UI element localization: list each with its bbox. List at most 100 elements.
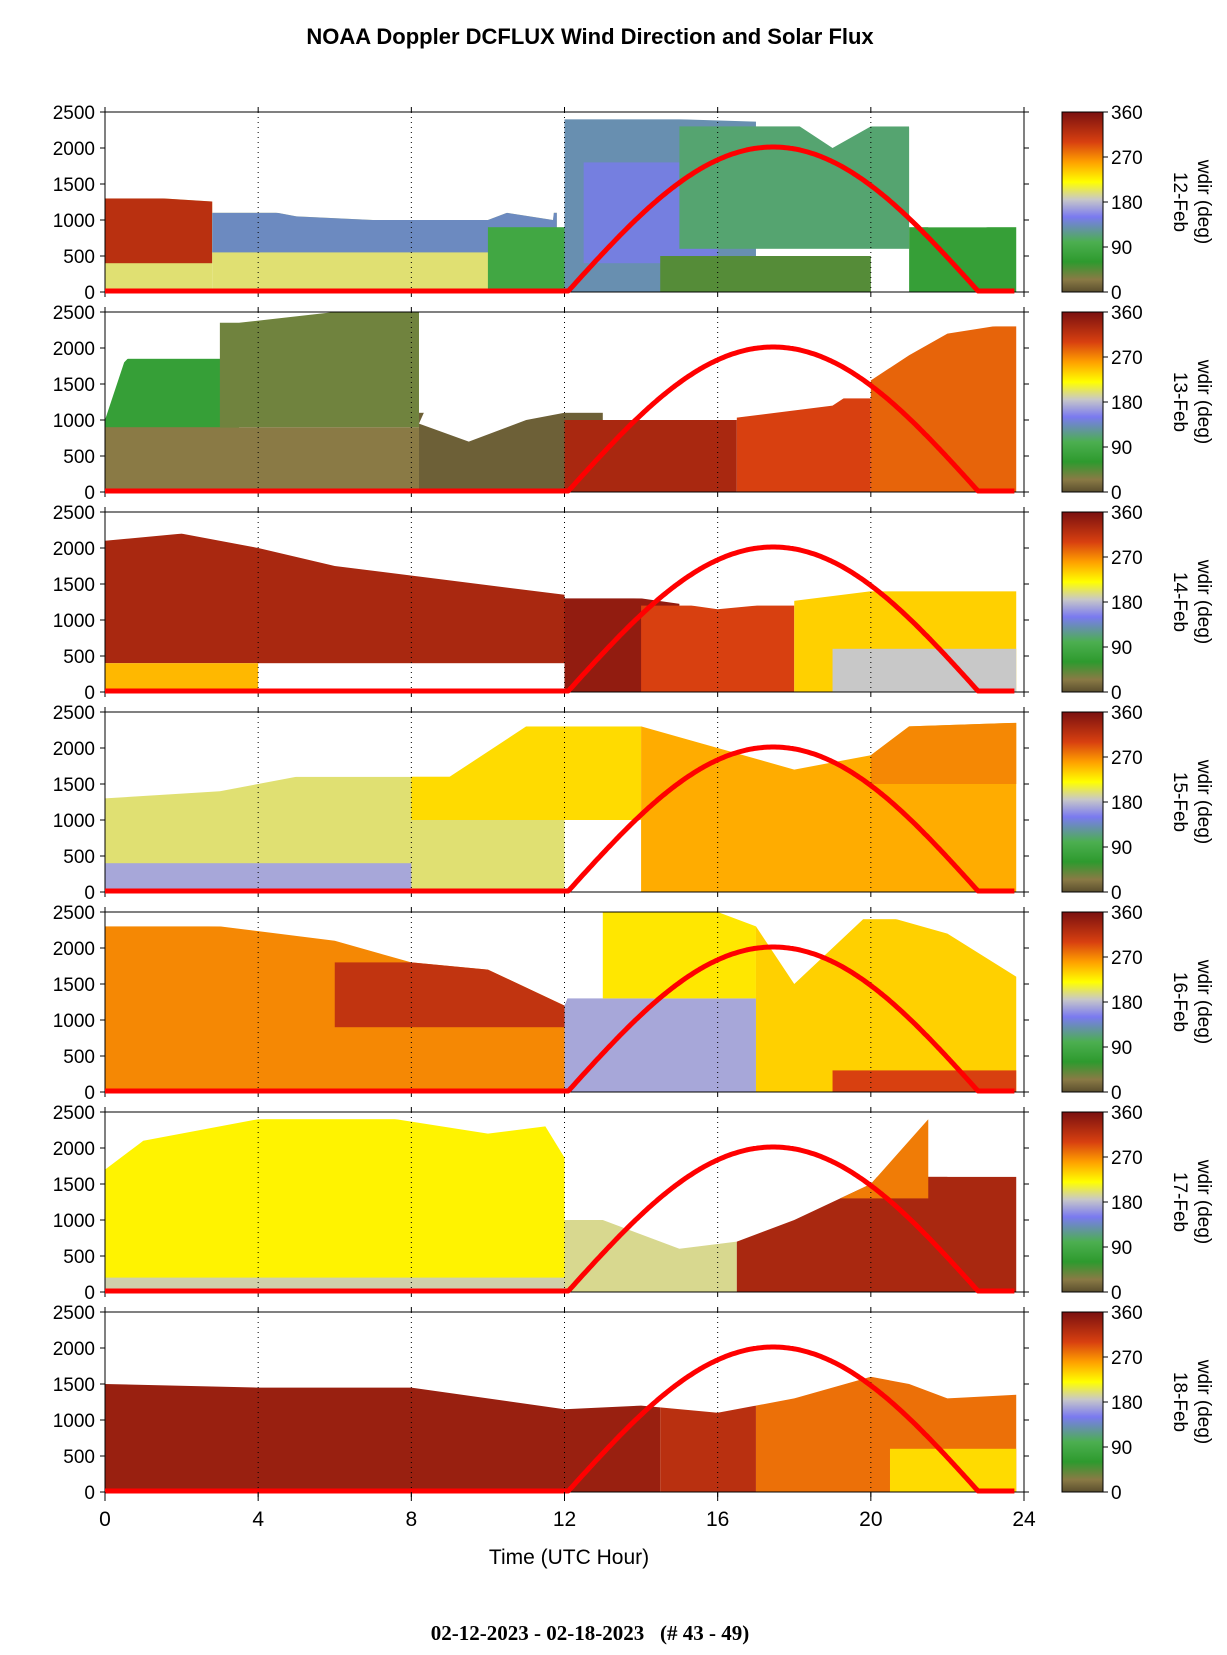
- colorbar-tick-label: 360: [1111, 703, 1143, 724]
- x-tick-label: 0: [99, 1508, 111, 1531]
- wdir-region: [641, 605, 795, 692]
- solar-flux-curve: [104, 944, 1015, 1094]
- y-tick-label: 2000: [53, 739, 95, 760]
- y-tick-label: 0: [84, 283, 95, 304]
- colorbar-tick-label: 180: [1111, 593, 1143, 614]
- wdir-region: [105, 1119, 565, 1292]
- chart-title: NOAA Doppler DCFLUX Wind Direction and S…: [306, 24, 874, 49]
- y-tick-label: 1000: [53, 1411, 95, 1432]
- colorbar-tick-label: 0: [1111, 483, 1122, 504]
- colorbar-tick-label: 270: [1111, 1148, 1143, 1169]
- colorbar-tick-label: 0: [1111, 283, 1122, 304]
- y-tick-label: 0: [84, 883, 95, 904]
- colorbar-label: wdir (deg): [1193, 359, 1214, 444]
- wdir-region: [219, 312, 419, 428]
- colorbar-tick-label: 0: [1111, 1083, 1122, 1104]
- y-tick-label: 2500: [53, 1303, 95, 1324]
- colorbar-label: wdir (deg): [1193, 1359, 1214, 1444]
- colorbar: [1061, 711, 1104, 893]
- y-tick-label: 0: [84, 1083, 95, 1104]
- y-tick-label: 1000: [53, 1011, 95, 1032]
- wdir-data: [105, 722, 1017, 892]
- y-tick-label: 0: [84, 1283, 95, 1304]
- y-tick-label: 500: [63, 1447, 95, 1468]
- panel-13-feb: 0 500 1000 1500 2000 2500 0 90 180 270 360 wdir (de…: [53, 303, 1214, 504]
- y-tick-label: 1500: [53, 575, 95, 596]
- colorbar-tick-label: 270: [1111, 548, 1143, 569]
- colorbar-tick-label: 360: [1111, 103, 1143, 124]
- x-tick-label: 12: [553, 1508, 576, 1531]
- colorbar: [1061, 311, 1104, 493]
- wdir-data: [105, 119, 1017, 292]
- y-tick-label: 2000: [53, 139, 95, 160]
- colorbar-tick-label: 90: [1111, 1238, 1132, 1259]
- wdir-region: [334, 962, 565, 1028]
- x-tick-label: 4: [252, 1508, 264, 1531]
- y-tick-label: 2500: [53, 903, 95, 924]
- wdir-data: [105, 312, 1017, 492]
- colorbar-tick-label: 360: [1111, 303, 1143, 324]
- y-tick-label: 1500: [53, 175, 95, 196]
- colorbar-tick-label: 360: [1111, 1103, 1143, 1124]
- y-tick-label: 2500: [53, 703, 95, 724]
- y-tick-label: 0: [84, 683, 95, 704]
- y-tick-label: 2000: [53, 1139, 95, 1160]
- y-tick-label: 0: [84, 483, 95, 504]
- y-tick-label: 500: [63, 1247, 95, 1268]
- colorbar-label: wdir (deg): [1193, 159, 1214, 244]
- y-tick-label: 2500: [53, 303, 95, 324]
- colorbar-tick-label: 90: [1111, 238, 1132, 259]
- x-tick-label: 16: [706, 1508, 729, 1531]
- x-axis: 0 4 8 12 16 20 24: [99, 1492, 1036, 1531]
- x-tick-label: 24: [1012, 1508, 1036, 1531]
- y-tick-label: 2000: [53, 339, 95, 360]
- y-tick-label: 0: [84, 1483, 95, 1504]
- panel-14-feb: 0 500 1000 1500 2000 2500 0 90 180 270 360 wdir (de…: [53, 503, 1214, 704]
- wdir-region: [660, 1405, 756, 1492]
- colorbar-tick-label: 180: [1111, 793, 1143, 814]
- wdir-region: [105, 1277, 565, 1292]
- colorbar-tick-label: 180: [1111, 993, 1143, 1014]
- wdir-region: [736, 398, 871, 492]
- y-tick-label: 500: [63, 247, 95, 268]
- colorbar-label: wdir (deg): [1193, 1159, 1214, 1244]
- wdir-region: [832, 1070, 1017, 1092]
- y-tick-label: 1000: [53, 1211, 95, 1232]
- wdir-region: [105, 663, 259, 692]
- wdir-region: [870, 326, 1017, 492]
- colorbar: [1061, 911, 1104, 1093]
- wdir-region: [105, 427, 419, 492]
- y-tick-label: 1500: [53, 1175, 95, 1196]
- wdir-region: [832, 648, 1017, 692]
- panel-date-label: 17-Feb: [1169, 1172, 1190, 1232]
- colorbar-tick-label: 90: [1111, 1038, 1132, 1059]
- wdir-region: [755, 919, 1017, 1092]
- colorbar-tick-label: 180: [1111, 193, 1143, 214]
- panel-date-label: 18-Feb: [1169, 1372, 1190, 1432]
- colorbar-tick-label: 90: [1111, 1438, 1132, 1459]
- wdir-data: [105, 533, 1017, 692]
- y-tick-label: 1500: [53, 1375, 95, 1396]
- y-tick-label: 500: [63, 1047, 95, 1068]
- y-tick-label: 500: [63, 647, 95, 668]
- wdir-region: [487, 227, 565, 292]
- wdir-region: [832, 1119, 929, 1199]
- colorbar-tick-label: 270: [1111, 348, 1143, 369]
- panel-date-label: 16-Feb: [1169, 972, 1190, 1032]
- colorbar-tick-label: 180: [1111, 393, 1143, 414]
- wdir-region: [564, 1220, 737, 1292]
- colorbar-tick-label: 270: [1111, 148, 1143, 169]
- panel-date-label: 12-Feb: [1169, 172, 1190, 232]
- y-tick-label: 2500: [53, 503, 95, 524]
- colorbar-tick-label: 90: [1111, 838, 1132, 859]
- solar-flux-curve: [104, 344, 1015, 494]
- colorbar-tick-label: 360: [1111, 503, 1143, 524]
- colorbar-tick-label: 360: [1111, 903, 1143, 924]
- colorbar-tick-label: 180: [1111, 1193, 1143, 1214]
- y-tick-label: 1500: [53, 975, 95, 996]
- colorbar: [1061, 111, 1104, 293]
- colorbar-tick-label: 0: [1111, 1483, 1122, 1504]
- wdir-region: [105, 1384, 661, 1492]
